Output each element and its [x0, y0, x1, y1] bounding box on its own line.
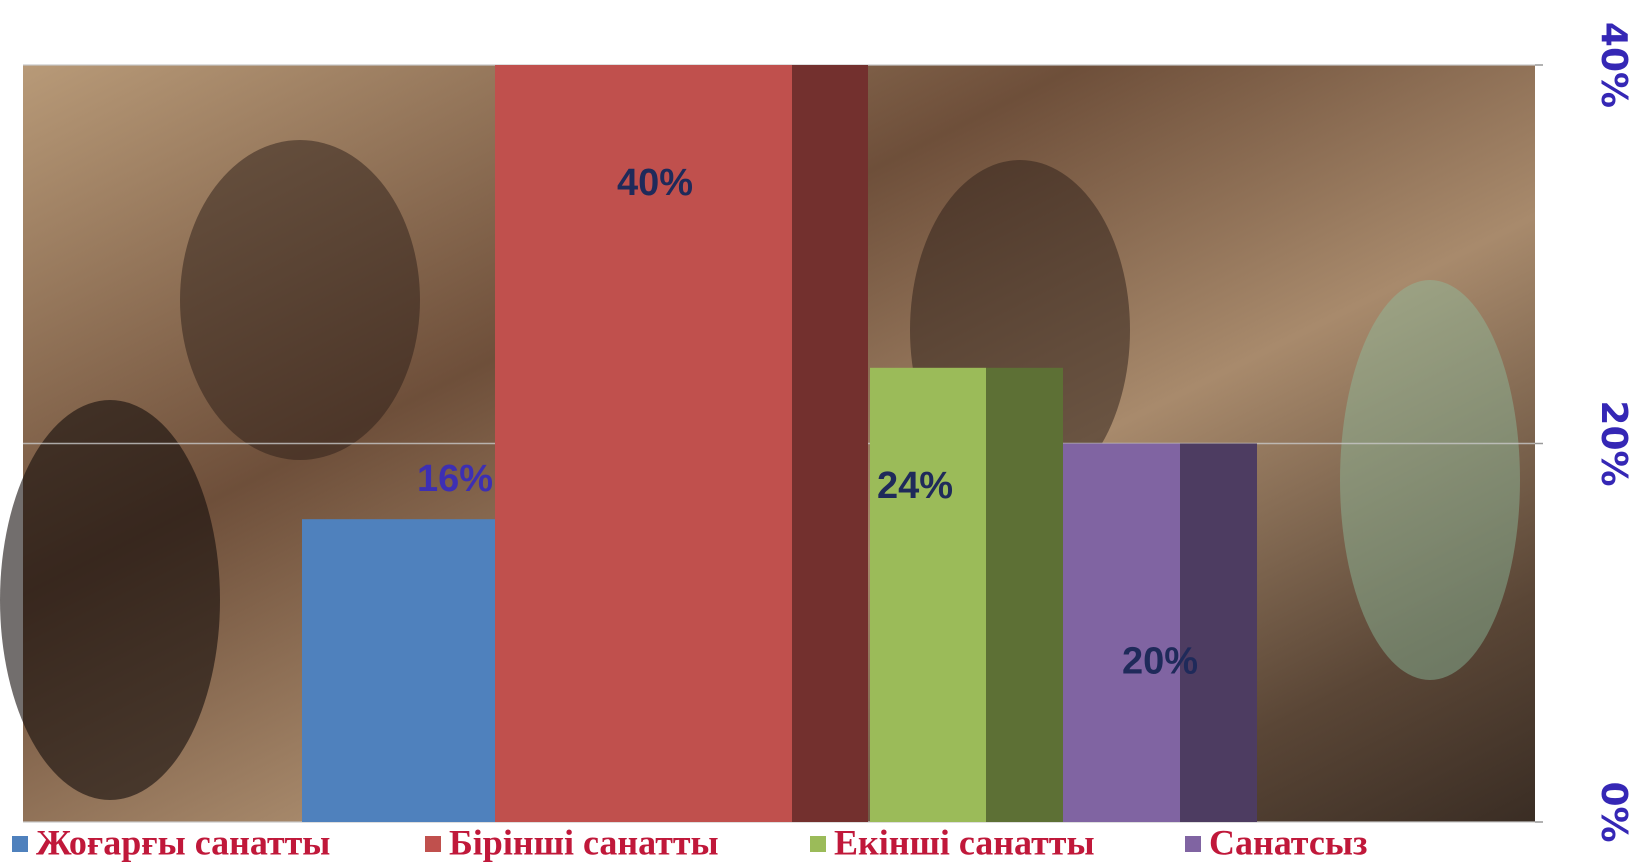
legend-swatch: [12, 836, 28, 852]
bar: [1063, 443, 1180, 822]
legend-label: Санатсыз: [1209, 822, 1367, 862]
data-label: 40%: [617, 162, 693, 204]
bar: [870, 367, 986, 822]
data-label: 16%: [417, 458, 493, 500]
legend-label: Екінші санатты: [834, 822, 1095, 862]
legend-label: Жоғарғы санатты: [36, 822, 330, 862]
bar: [495, 65, 792, 822]
bar-side: [792, 65, 868, 822]
photo-figure: [180, 140, 420, 460]
photo-figure: [0, 400, 220, 800]
bar-side: [986, 367, 1063, 822]
legend-swatch: [810, 836, 826, 852]
y-tick-label: 20%: [1593, 400, 1634, 486]
legend-swatch: [425, 836, 441, 852]
data-label: 24%: [877, 465, 953, 507]
bar-side: [1180, 443, 1257, 822]
legend-swatch: [1185, 836, 1201, 852]
legend-label: Бірінші санатты: [449, 822, 719, 862]
photo-figure: [1340, 280, 1520, 680]
y-tick-label: 40%: [1593, 22, 1634, 108]
y-tick-label: 0%: [1593, 781, 1634, 842]
data-label: 20%: [1122, 641, 1198, 683]
